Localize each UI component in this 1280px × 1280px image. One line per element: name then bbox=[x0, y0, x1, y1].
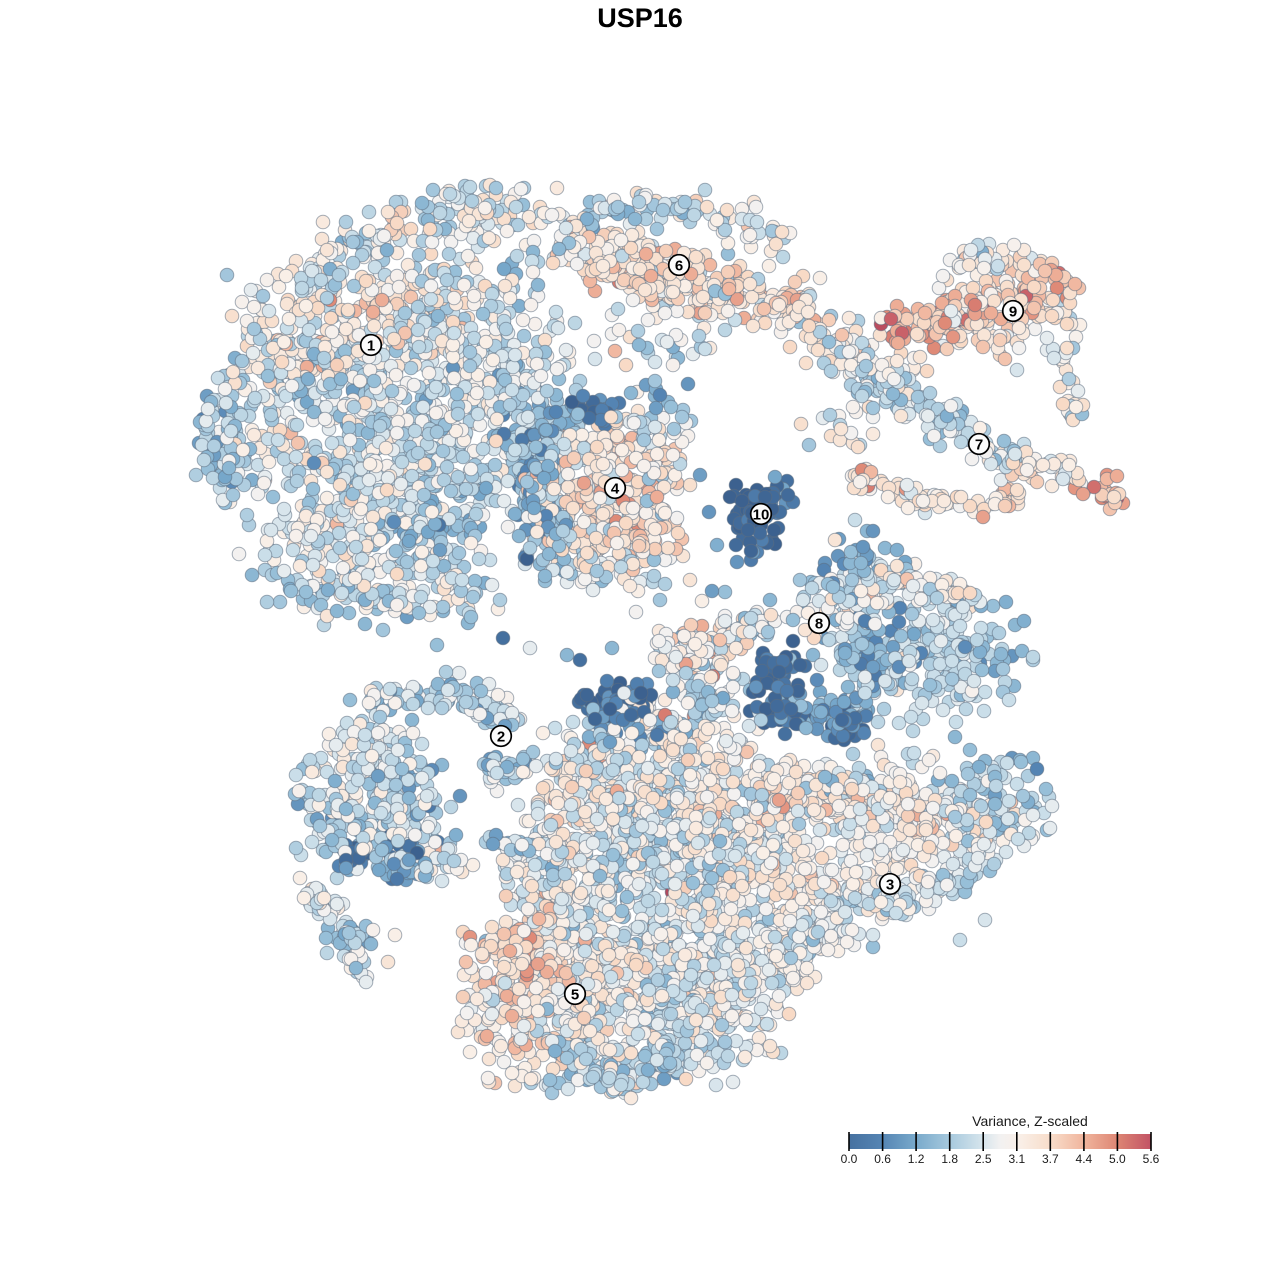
svg-text:USP16: USP16 bbox=[597, 3, 683, 33]
